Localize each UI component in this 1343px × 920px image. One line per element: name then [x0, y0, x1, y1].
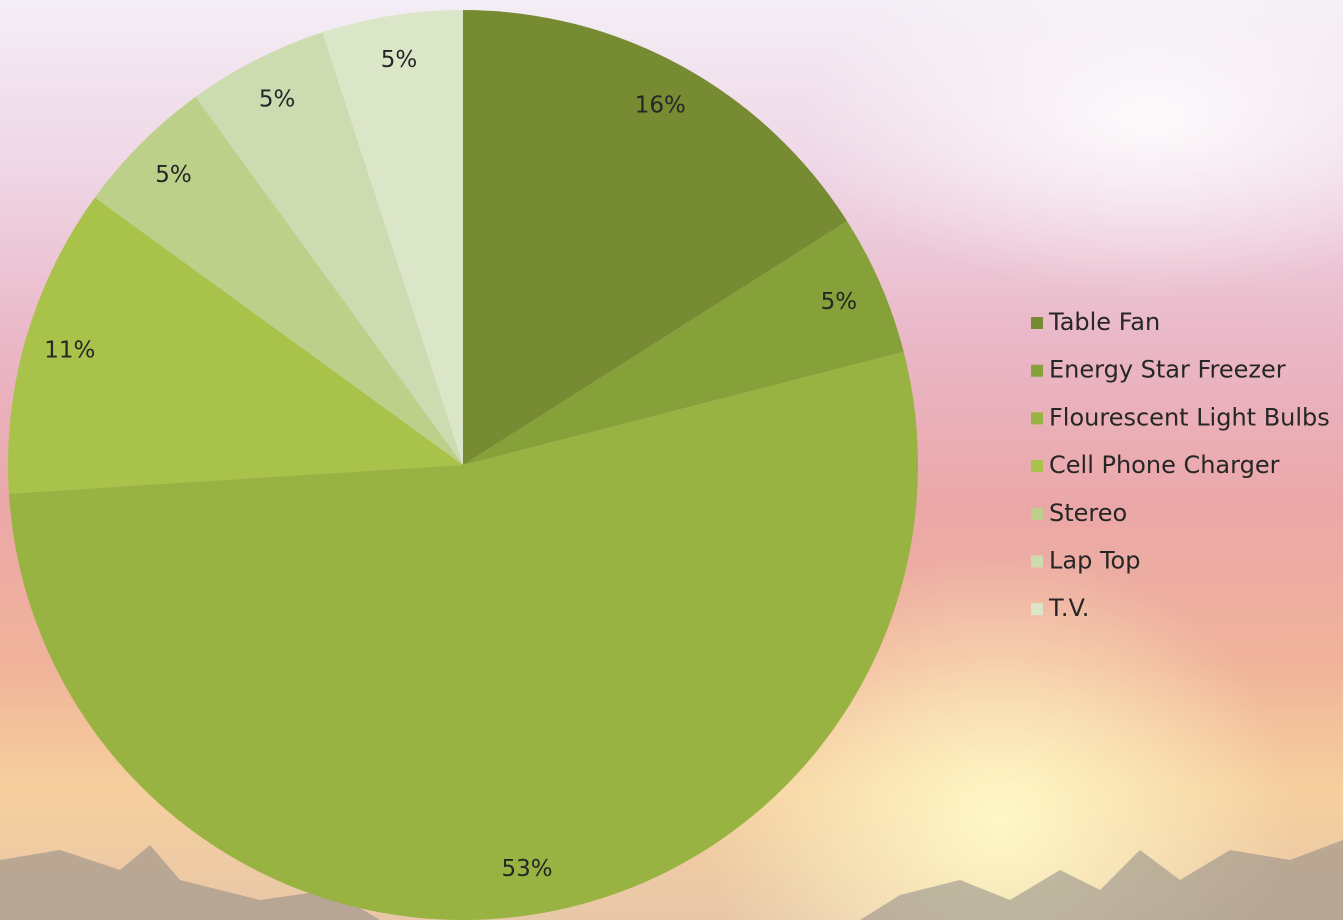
pie-slice	[8, 351, 918, 920]
legend-label: Table Fan	[1048, 308, 1160, 336]
legend-label: Energy Star Freezer	[1049, 356, 1286, 384]
data-label: 5%	[821, 289, 858, 315]
legend-swatch	[1031, 364, 1043, 377]
legend-swatch	[1031, 507, 1043, 520]
legend-label: Stereo	[1049, 499, 1127, 527]
legend-swatch	[1031, 460, 1043, 473]
legend-label: Cell Phone Charger	[1049, 451, 1280, 479]
pie-slice	[94, 96, 463, 465]
pie-slice	[195, 32, 463, 465]
legend-label: T.V.	[1048, 594, 1089, 622]
legend-label: Flourescent Light Bulbs	[1049, 403, 1330, 431]
trees-left	[0, 845, 380, 920]
data-label: 53%	[501, 856, 552, 882]
pie-slice	[463, 221, 904, 465]
legend-swatch	[1031, 555, 1043, 568]
data-label: 11%	[44, 337, 95, 363]
tree-line	[0, 840, 1343, 920]
legend-swatch	[1031, 317, 1043, 329]
legend-label: Lap Top	[1049, 547, 1140, 575]
data-label: 16%	[635, 93, 686, 119]
data-label: 5%	[381, 47, 418, 73]
legend-swatch	[1031, 603, 1043, 616]
pie-slice	[7, 197, 463, 494]
pie-slice	[322, 10, 463, 465]
legend-swatch	[1031, 412, 1043, 425]
trees-right	[860, 840, 1343, 920]
data-label: 5%	[155, 162, 192, 188]
data-label: 5%	[259, 87, 296, 113]
pie-slice	[463, 10, 848, 465]
